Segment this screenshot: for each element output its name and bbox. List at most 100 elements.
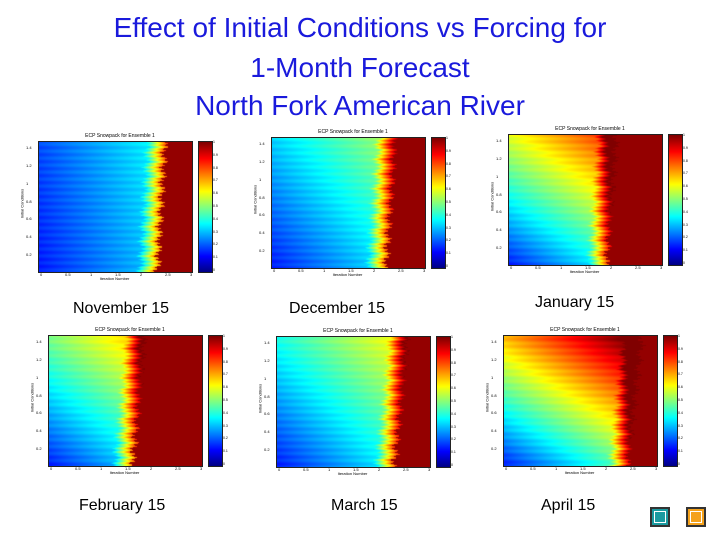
y-tick-label: 1	[36, 374, 39, 380]
colorbar-tick-label: 0.8	[678, 359, 683, 364]
y-tick-label: 0.2	[26, 252, 32, 258]
y-tick-label: 0.6	[264, 411, 270, 417]
colorbar-tick-label: 0.1	[683, 248, 688, 253]
y-tick-label: 0.4	[259, 230, 265, 236]
heatmap-canvas	[509, 135, 662, 265]
y-tick-label: 1	[259, 176, 262, 182]
title-line-2: 1-Month Forecast	[250, 52, 470, 83]
y-tick-label: 0.4	[26, 234, 32, 240]
colorbar-tick-label: 0.2	[213, 242, 218, 247]
panel-label-3: January 15	[535, 294, 615, 311]
y-tick-label: 0.2	[491, 446, 497, 452]
colorbar-tick-label: 0.5	[446, 200, 451, 204]
colorbar-tick-label: 0.5	[213, 204, 218, 208]
y-tick-label: 0.4	[491, 428, 497, 434]
y-tick-label: 0.6	[26, 216, 32, 222]
y-axis-label: Initial Conditions	[252, 184, 258, 215]
heatmap-canvas	[39, 142, 192, 272]
colorbar-tick-label: 0.9	[213, 152, 218, 157]
chart-panel-3: ECP Snowpack for Ensemble 1 Initial Condi…	[490, 126, 695, 286]
heatmap-canvas	[49, 336, 202, 466]
colorbar-tick-label: 0.3	[451, 424, 456, 429]
x-tick-label: 0	[50, 466, 53, 471]
x-tick-label: 1	[90, 272, 93, 277]
y-tick-label: 1	[496, 173, 499, 179]
heatmap	[38, 141, 193, 273]
prev-slide-button[interactable]	[650, 507, 670, 527]
y-tick-label: 1.4	[491, 339, 497, 344]
colorbar-tick-label: 0.7	[223, 372, 228, 377]
x-tick-label: 3	[200, 466, 203, 471]
x-tick-label: 0	[510, 265, 513, 270]
colorbar-tick-label: 0.9	[683, 145, 688, 150]
colorbar-tick-label: 0.6	[223, 385, 228, 390]
x-tick-label: 2.5	[398, 268, 404, 273]
x-tick-label: 0	[273, 268, 276, 273]
x-tick-label: 2	[605, 466, 608, 471]
x-tick-label: 0.5	[530, 466, 536, 471]
y-tick-label: 0.6	[259, 212, 265, 218]
y-axis-label: Initial Conditions	[484, 382, 490, 413]
colorbar-tick-label: 0.3	[678, 423, 683, 428]
y-tick-label: 1.4	[259, 141, 265, 146]
colorbar-tick-label: 0.2	[223, 436, 228, 441]
x-tick-label: 1.5	[125, 466, 131, 471]
x-tick-label: 2.5	[403, 467, 409, 472]
colorbar-tick-label: 0.3	[223, 423, 228, 428]
colorbar-tick-label: 0.9	[451, 347, 456, 352]
y-tick-label: 0.8	[264, 393, 270, 399]
x-tick-label: 1.5	[353, 467, 359, 472]
colorbar-tick-label: 1	[446, 136, 448, 140]
x-axis-label: Iteration Number	[109, 470, 140, 475]
y-tick-label: 0.2	[496, 245, 502, 251]
y-tick-label: 1.4	[496, 138, 502, 143]
title-line-3: North Fork American River	[195, 90, 525, 121]
chart-title: ECP Snowpack for Ensemble 1	[550, 327, 620, 333]
x-tick-label: 0.5	[303, 467, 309, 472]
panel-label-2: December 15	[289, 300, 386, 317]
colorbar-tick-label: 0.8	[683, 158, 688, 163]
y-tick-label: 0.2	[264, 447, 270, 453]
chart-panel-1: ECP Snowpack for Ensemble 1 Initial Condi…	[20, 133, 225, 293]
x-axis-label: Iteration Number	[564, 470, 595, 475]
colorbar-tick-label: 0.1	[223, 449, 228, 454]
heatmap	[271, 137, 426, 269]
colorbar-tick-label: 0.5	[223, 398, 228, 402]
x-tick-label: 3	[428, 467, 431, 472]
y-tick-label: 0.4	[264, 429, 270, 435]
colorbar-tick-label: 0.2	[446, 238, 451, 243]
y-tick-label: 0.6	[491, 410, 497, 416]
next-slide-button[interactable]	[686, 507, 706, 527]
x-tick-label: 1.5	[585, 265, 591, 270]
y-tick-label: 1.2	[264, 357, 270, 363]
title-line-1: Effect of Initial Conditions vs Forcing …	[113, 12, 607, 43]
colorbar-tick-label: 0.2	[451, 437, 456, 442]
heatmap-canvas	[504, 336, 657, 466]
y-tick-label: 0.8	[491, 392, 497, 398]
colorbar-tick-label: 0.8	[223, 359, 228, 364]
colorbar-tick-label: 0.1	[213, 255, 218, 260]
colorbar-tick-label: 0	[223, 462, 225, 466]
teal-square-icon	[654, 511, 666, 523]
y-tick-label: 1	[26, 180, 29, 186]
colorbar-tick-label: 0	[678, 462, 680, 466]
y-tick-label: 0.4	[36, 428, 42, 434]
y-tick-label: 1	[491, 374, 494, 380]
y-tick-label: 0.8	[259, 194, 265, 200]
colorbar-tick-label: 0.5	[678, 398, 683, 402]
chart-title: ECP Snowpack for Ensemble 1	[95, 327, 165, 333]
chart-panel-6: ECP Snowpack for Ensemble 1 Initial Condi…	[485, 327, 690, 487]
chart-title: ECP Snowpack for Ensemble 1	[323, 328, 393, 334]
heatmap-canvas	[277, 337, 430, 467]
y-tick-label: 1.4	[264, 340, 270, 345]
colorbar	[668, 134, 683, 266]
heatmap	[508, 134, 663, 266]
x-axis-label: Iteration Number	[99, 276, 130, 281]
y-tick-label: 0.8	[496, 191, 502, 197]
panel-label-1: November 15	[73, 300, 170, 317]
y-tick-label: 1.2	[26, 162, 32, 168]
colorbar-tick-label: 0.2	[678, 436, 683, 441]
heatmap	[503, 335, 658, 467]
colorbar	[663, 335, 678, 467]
colorbar-tick-label: 0.1	[451, 450, 456, 455]
